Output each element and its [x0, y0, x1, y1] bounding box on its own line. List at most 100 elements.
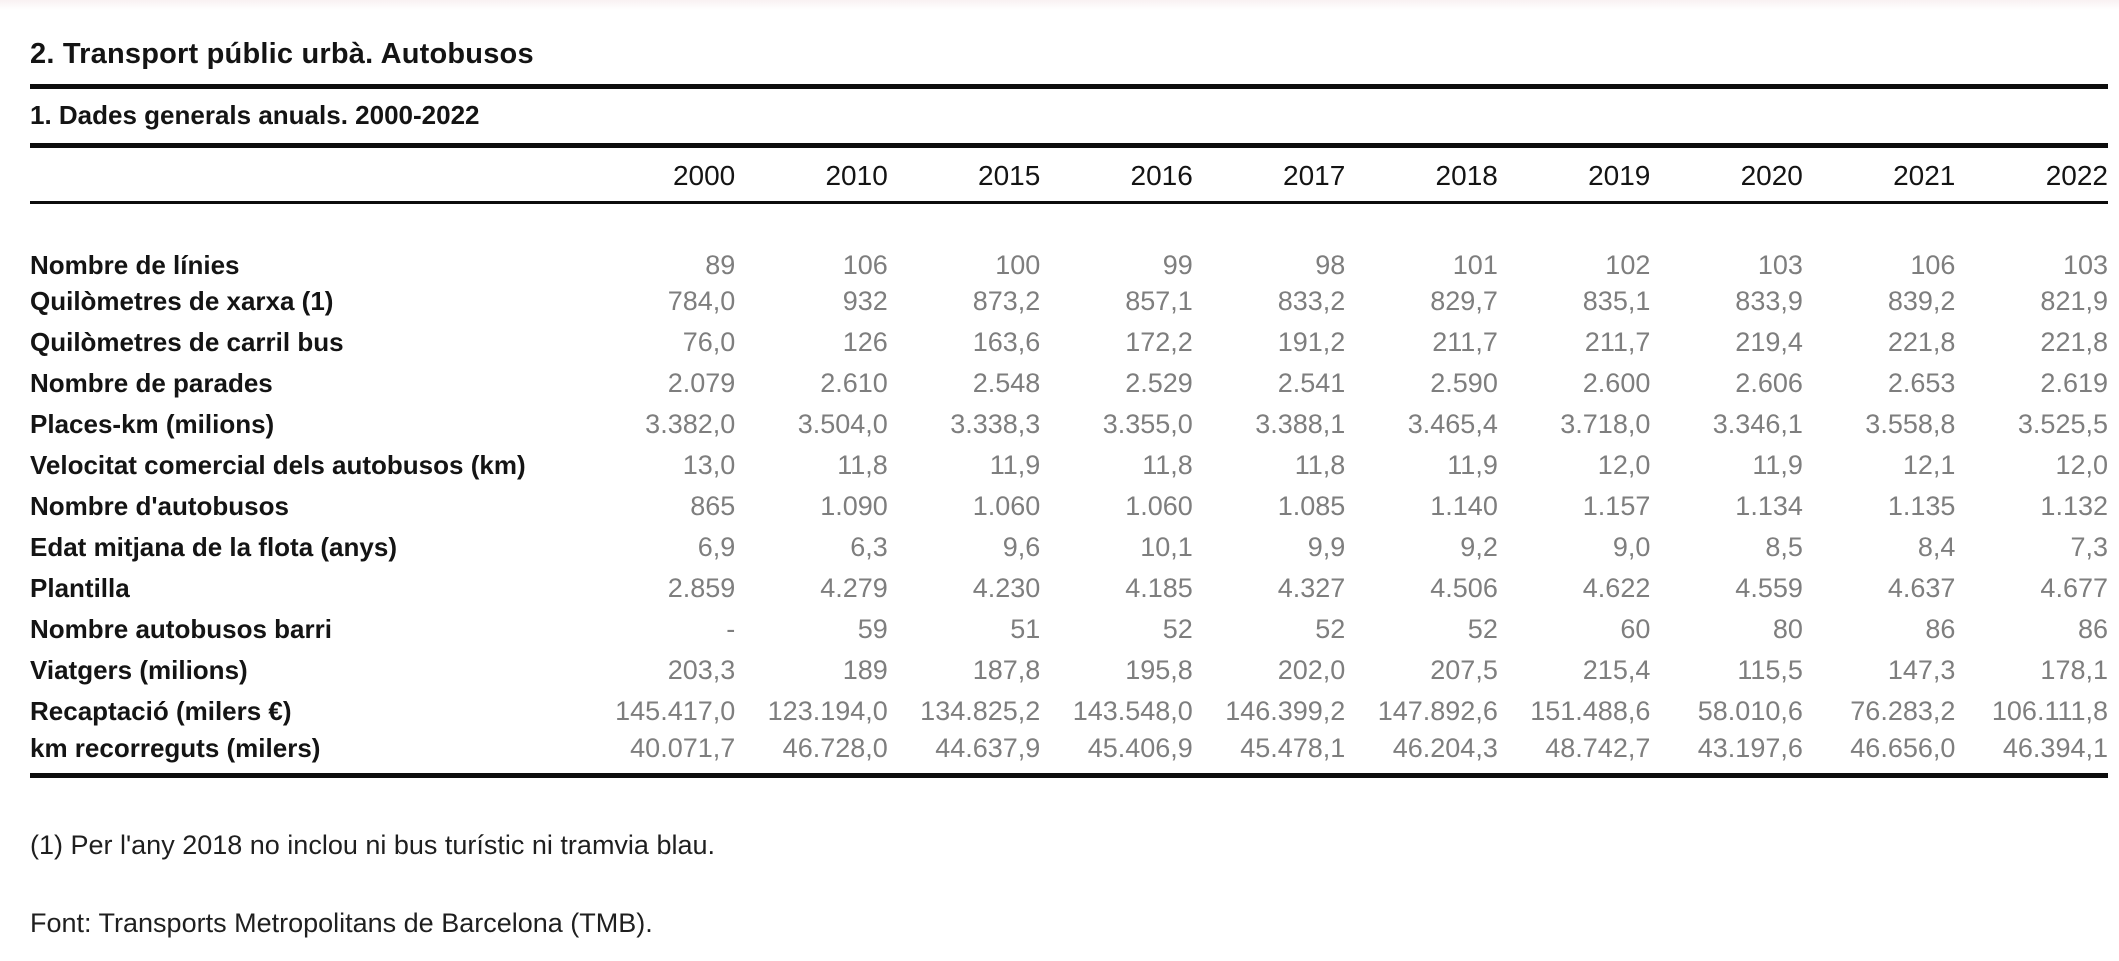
- value-cell: 103: [2062, 250, 2108, 280]
- value-cell: 80: [1772, 614, 1803, 644]
- table-row: Nombre de parades 2.079 2.610 2.548 2.529 2.5…: [30, 363, 2108, 404]
- value-cell: 52: [1162, 614, 1193, 644]
- value-cell: 839,2: [1887, 286, 1956, 316]
- value-cell: 106.111,8: [1991, 696, 2108, 726]
- value-cell: 10,1: [1140, 532, 1193, 562]
- value-cell: 187,8: [972, 655, 1041, 685]
- value-cell: 2.606: [1735, 368, 1803, 398]
- row-label: Nombre d'autobusos: [30, 491, 289, 521]
- value-cell: 3.338,3: [950, 409, 1041, 439]
- value-cell: 1.060: [972, 491, 1041, 521]
- value-cell: 2.859: [667, 573, 736, 603]
- value-cell: 101: [1452, 250, 1498, 280]
- year-header: 2020: [1650, 148, 1803, 204]
- year-header: 2010: [735, 148, 888, 204]
- value-cell: 106: [842, 250, 888, 280]
- value-cell: 1.132: [2040, 491, 2108, 521]
- row-label: Recaptació (milers €): [30, 696, 292, 726]
- value-cell: 86: [1925, 614, 1956, 644]
- value-cell: 11,9: [1752, 450, 1803, 480]
- table-row: Quilòmetres de carril bus 76,0 126 163,6 172…: [30, 322, 2108, 363]
- value-cell: 784,0: [667, 286, 736, 316]
- value-cell: 106: [1910, 250, 1956, 280]
- table-row: Nombre autobusos barri - 59 51 52 52 52 60 80 86 8…: [30, 609, 2108, 650]
- value-cell: 1.140: [1430, 491, 1498, 521]
- value-cell: 3.382,0: [645, 409, 736, 439]
- table-row: Plantilla 2.859 4.279 4.230 4.185 4.327 4.506 4…: [30, 568, 2108, 609]
- value-cell: 46.204,3: [1392, 732, 1498, 763]
- value-cell: 6,3: [850, 532, 888, 562]
- value-cell: 52: [1315, 614, 1346, 644]
- value-cell: 59: [857, 614, 888, 644]
- value-cell: 1.157: [1582, 491, 1651, 521]
- row-label: Quilòmetres de xarxa (1): [30, 286, 334, 316]
- value-cell: 203,3: [667, 655, 736, 685]
- value-cell: 2.590: [1430, 368, 1498, 398]
- value-cell: 189: [842, 655, 888, 685]
- value-cell: 833,9: [1735, 286, 1803, 316]
- table-row: Nombre d'autobusos 865 1.090 1.060 1.060 1.08…: [30, 486, 2108, 527]
- row-label: km recorreguts (milers): [30, 732, 321, 763]
- row-label: Plantilla: [30, 573, 130, 603]
- corner-cell: [30, 148, 583, 204]
- value-cell: 211,7: [1584, 327, 1651, 357]
- table-row: Quilòmetres de xarxa (1) 784,0 932 873,2 857…: [30, 281, 2108, 322]
- value-cell: 2.548: [972, 368, 1041, 398]
- value-cell: 103: [1757, 250, 1803, 280]
- value-cell: 48.742,7: [1545, 732, 1651, 763]
- value-cell: 3.558,8: [1865, 409, 1956, 439]
- value-cell: 2.529: [1125, 368, 1193, 398]
- value-cell: 4.506: [1430, 573, 1498, 603]
- value-cell: 1.085: [1277, 491, 1346, 521]
- table-row: km recorreguts (milers) 40.071,7 46.728,0 4…: [30, 732, 2108, 773]
- value-cell: 13,0: [682, 450, 736, 480]
- value-cell: 2.619: [2040, 368, 2108, 398]
- value-cell: 11,9: [989, 450, 1041, 480]
- value-cell: 46.394,1: [2002, 732, 2108, 763]
- value-cell: 207,5: [1430, 655, 1498, 685]
- value-cell: 3.718,0: [1560, 409, 1651, 439]
- row-label: Quilòmetres de carril bus: [30, 327, 344, 357]
- value-cell: 215,4: [1582, 655, 1651, 685]
- year-header: 2022: [1955, 148, 2108, 204]
- value-cell: 145.417,0: [615, 696, 736, 726]
- value-cell: 8,4: [1917, 532, 1956, 562]
- value-cell: 151.488,6: [1530, 696, 1651, 726]
- value-cell: 4.230: [972, 573, 1041, 603]
- value-cell: 58.010,6: [1697, 696, 1803, 726]
- value-cell: 857,1: [1125, 286, 1193, 316]
- table-row: Nombre de línies 89 106 100 99 98 101 102 103 106…: [30, 203, 2108, 282]
- value-cell: 835,1: [1582, 286, 1651, 316]
- report-sheet: 2. Transport públic urbà. Autobusos 1. D…: [30, 38, 2108, 938]
- value-cell: 4.622: [1582, 573, 1651, 603]
- value-cell: 6,9: [697, 532, 736, 562]
- value-cell: 932: [842, 286, 888, 316]
- value-cell: 821,9: [2040, 286, 2108, 316]
- value-cell: 4.327: [1277, 573, 1346, 603]
- value-cell: 3.346,1: [1712, 409, 1803, 439]
- year-header-row: 2000 2010 2015 2016 2017 2018 2019 2020 2021 2022: [30, 148, 2108, 204]
- value-cell: 11,8: [837, 450, 888, 480]
- year-header: 2017: [1192, 148, 1346, 204]
- year-header: 2019: [1497, 148, 1651, 204]
- value-cell: 11,8: [1294, 450, 1346, 480]
- value-cell: 11,8: [1142, 450, 1193, 480]
- value-cell: 172,2: [1125, 327, 1193, 357]
- table-row: Recaptació (milers €) 145.417,0 123.194,0 1…: [30, 691, 2108, 732]
- year-header: 2021: [1802, 148, 1956, 204]
- row-label: Nombre de línies: [30, 250, 240, 280]
- value-cell: 123.194,0: [767, 696, 888, 726]
- annual-data-table: 2000 2010 2015 2016 2017 2018 2019 2020 2021 2022…: [30, 148, 2108, 773]
- subtitle-divider: [30, 143, 2108, 148]
- value-cell: 3.504,0: [797, 409, 888, 439]
- value-cell: 3.465,4: [1407, 409, 1498, 439]
- value-cell: 45.406,9: [1087, 732, 1193, 763]
- value-cell: 2.610: [820, 368, 888, 398]
- table-row: Edat mitjana de la flota (anys) 6,9 6,3 9,6…: [30, 527, 2108, 568]
- table-head: 2000 2010 2015 2016 2017 2018 2019 2020 2021 2022: [30, 148, 2108, 204]
- year-header: 2000: [582, 148, 736, 204]
- value-cell: 43.197,6: [1697, 732, 1803, 763]
- row-label: Edat mitjana de la flota (anys): [30, 532, 397, 562]
- table-row: Places-km (milions) 3.382,0 3.504,0 3.338,3…: [30, 404, 2108, 445]
- value-cell: 40.071,7: [630, 732, 736, 763]
